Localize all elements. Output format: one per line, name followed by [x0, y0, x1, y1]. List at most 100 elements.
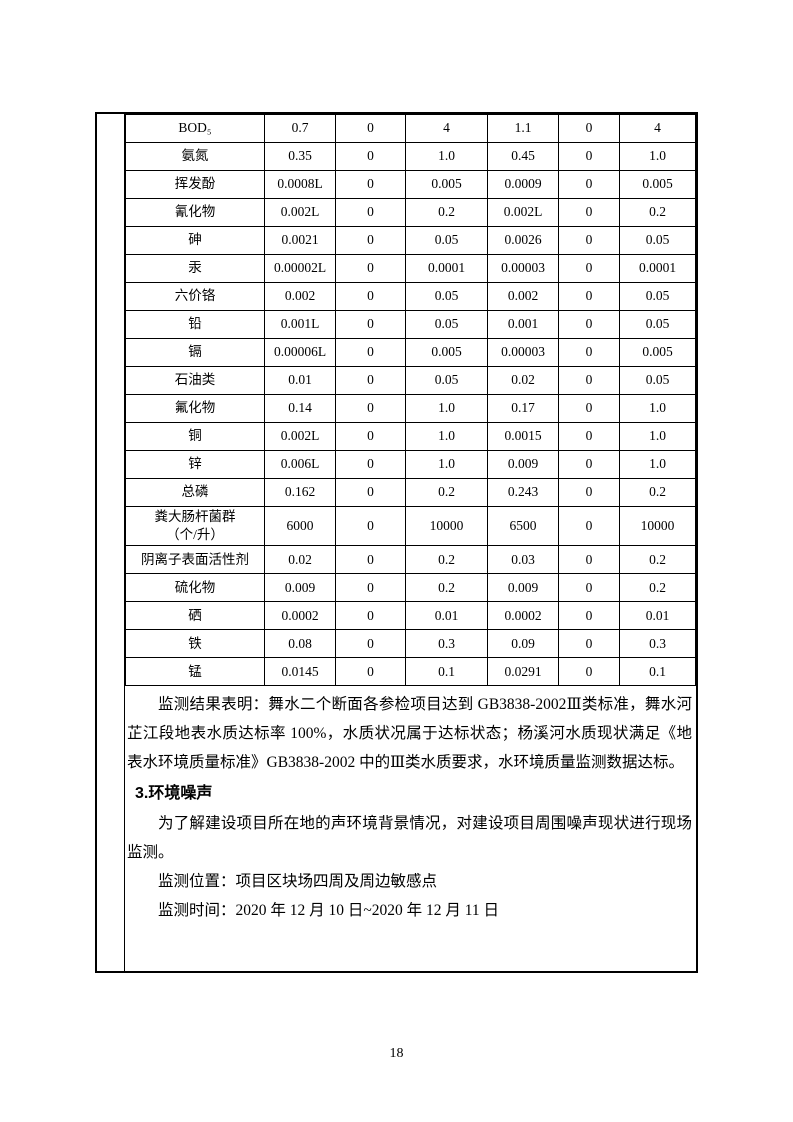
value-cell: 0.05: [405, 226, 488, 255]
value-cell: 1.0: [405, 142, 488, 171]
value-cell: 0: [335, 601, 406, 631]
value-cell: 0.00006L: [264, 338, 336, 367]
value-cell: 0.01: [405, 601, 488, 631]
value-cell: 0.05: [619, 226, 696, 255]
value-cell: 0.006L: [264, 450, 336, 479]
row-label-cell: 铁: [125, 629, 265, 659]
value-cell: 0.002L: [264, 198, 336, 227]
value-cell: 0.05: [405, 366, 488, 395]
value-cell: 0.00003: [487, 254, 559, 283]
value-cell: 0.2: [405, 545, 488, 575]
value-cell: 0.005: [405, 170, 488, 199]
row-label-cell: 镉: [125, 338, 265, 367]
value-cell: 0.005: [619, 170, 696, 199]
value-cell: 0: [558, 310, 620, 339]
value-cell: 0.2: [405, 478, 488, 507]
value-cell: 0: [335, 478, 406, 507]
value-cell: 1.0: [619, 394, 696, 423]
table-row: 镉 0.00006L 0 0.005 0.00003 0 0.005: [125, 338, 696, 367]
value-cell: 0.7: [264, 114, 336, 143]
value-cell: 0.05: [619, 310, 696, 339]
row-label-cell: 汞: [125, 254, 265, 283]
row-label-cell: 铅: [125, 310, 265, 339]
table-row: 粪大肠杆菌群 （个/升） 6000 0 10000 6500 0 10000: [125, 505, 696, 547]
value-cell: 0.00003: [487, 338, 559, 367]
value-cell: 0.243: [487, 478, 559, 507]
row-label-cell: 挥发酚: [125, 170, 265, 199]
value-cell: 0.05: [405, 282, 488, 311]
value-cell: 1.0: [619, 142, 696, 171]
value-cell: 0.009: [264, 573, 336, 603]
value-cell: 0: [335, 366, 406, 395]
value-cell: 0: [558, 394, 620, 423]
value-cell: 0: [558, 282, 620, 311]
table-row: 氰化物 0.002L 0 0.2 0.002L 0 0.2: [125, 198, 696, 227]
value-cell: 0.05: [619, 366, 696, 395]
value-cell: 0.0001: [405, 254, 488, 283]
table-row: 硫化物 0.009 0 0.2 0.009 0 0.2: [125, 573, 696, 603]
value-cell: 1.0: [619, 422, 696, 451]
value-cell: 6500: [487, 505, 559, 547]
value-cell: 0: [558, 198, 620, 227]
value-cell: 0: [558, 226, 620, 255]
value-cell: 0: [335, 394, 406, 423]
value-cell: 0: [558, 629, 620, 659]
table-row: 铜 0.002L 0 1.0 0.0015 0 1.0: [125, 422, 696, 451]
table-row: 氟化物 0.14 0 1.0 0.17 0 1.0: [125, 394, 696, 423]
value-cell: 0: [335, 657, 406, 687]
value-cell: 0: [335, 142, 406, 171]
value-cell: 0: [558, 170, 620, 199]
section-heading-environmental-noise: 3.环境噪声: [135, 785, 213, 803]
value-cell: 10000: [619, 505, 696, 547]
noise-intro-paragraph: 为了解建设项目所在地的声环境背景情况，对建设项目周围噪声现状进行现场监测。: [127, 815, 692, 862]
value-cell: 0.005: [405, 338, 488, 367]
value-cell: 0.09: [487, 629, 559, 659]
value-cell: 0.0009: [487, 170, 559, 199]
row-label-cell: 氨氮: [125, 142, 265, 171]
value-cell: 0: [558, 422, 620, 451]
value-cell: 10000: [405, 505, 488, 547]
table-row: 阴离子表面活性剂 0.02 0 0.2 0.03 0 0.2: [125, 545, 696, 575]
document-frame: BOD₅ 0.7 0 4 1.1 0 4 氨氮 0.35 0 1.0 0.45 0 1.0 挥发酚 0.000…: [95, 112, 698, 973]
value-cell: 0.009: [487, 573, 559, 603]
row-label-cell: 阴离子表面活性剂: [125, 545, 265, 575]
value-cell: 0.005: [619, 338, 696, 367]
row-label-cell: 锰: [125, 657, 265, 687]
value-cell: 0: [335, 629, 406, 659]
value-cell: 0.162: [264, 478, 336, 507]
monitoring-time-line: 监测时间：2020 年 12 月 10 日~2020 年 12 月 11 日: [158, 902, 500, 920]
value-cell: 0.45: [487, 142, 559, 171]
value-cell: 0.0015: [487, 422, 559, 451]
table-row: 铅 0.001L 0 0.05 0.001 0 0.05: [125, 310, 696, 339]
value-cell: 0: [558, 573, 620, 603]
water-quality-table: BOD₅ 0.7 0 4 1.1 0 4 氨氮 0.35 0 1.0 0.45 0 1.0 挥发酚 0.000…: [125, 114, 696, 687]
value-cell: 0.3: [619, 629, 696, 659]
value-cell: 0.0002: [264, 601, 336, 631]
value-cell: 0.2: [619, 198, 696, 227]
value-cell: 0.009: [487, 450, 559, 479]
value-cell: 0.2: [619, 573, 696, 603]
row-label-cell: 石油类: [125, 366, 265, 395]
table-row: 砷 0.0021 0 0.05 0.0026 0 0.05: [125, 226, 696, 255]
table-row: 锰 0.0145 0 0.1 0.0291 0 0.1: [125, 657, 696, 687]
value-cell: 6000: [264, 505, 336, 547]
value-cell: 1.0: [405, 450, 488, 479]
value-cell: 0.2: [405, 573, 488, 603]
row-label-cell: 砷: [125, 226, 265, 255]
value-cell: 0.05: [405, 310, 488, 339]
value-cell: 1.1: [487, 114, 559, 143]
row-label-cell: 粪大肠杆菌群 （个/升）: [125, 505, 265, 547]
value-cell: 0.3: [405, 629, 488, 659]
value-cell: 0.0291: [487, 657, 559, 687]
value-cell: 0: [558, 366, 620, 395]
value-cell: 0.17: [487, 394, 559, 423]
row-label-cell: 氰化物: [125, 198, 265, 227]
value-cell: 4: [619, 114, 696, 143]
value-cell: 0: [335, 226, 406, 255]
table-row: 石油类 0.01 0 0.05 0.02 0 0.05: [125, 366, 696, 395]
value-cell: 0.0001: [619, 254, 696, 283]
value-cell: 0: [558, 478, 620, 507]
value-cell: 0.02: [487, 366, 559, 395]
text-area: 监测结果表明：舞水二个断面各参检项目达到 GB3838-2002Ⅲ类标准，舞水河…: [125, 686, 696, 925]
monitoring-result-paragraph: 监测结果表明：舞水二个断面各参检项目达到 GB3838-2002Ⅲ类标准，舞水河…: [127, 696, 692, 772]
